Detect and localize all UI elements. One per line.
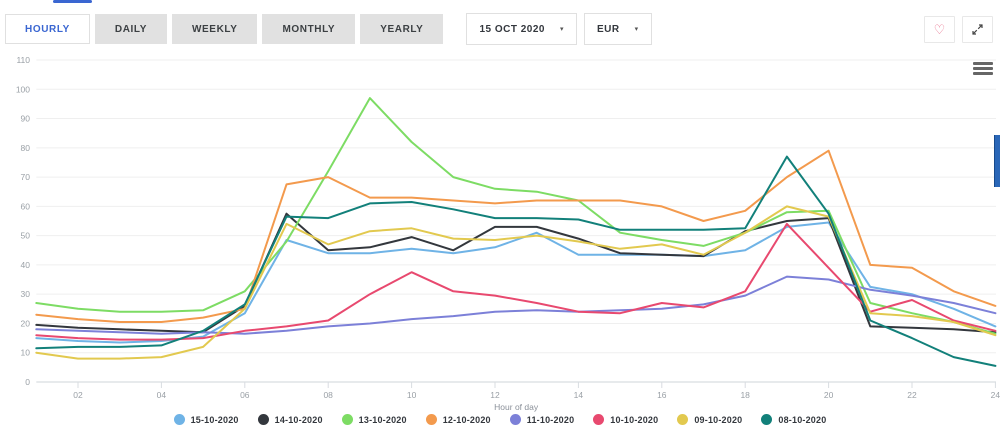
vertical-scrollbar-thumb[interactable]	[994, 135, 1000, 187]
chevron-down-icon: ▾	[634, 26, 639, 33]
x-axis-label-12: 12	[490, 390, 500, 400]
tab-yearly[interactable]: YEARLY	[360, 14, 444, 44]
chart-area: 0 10 20 30 40 50 60 70 80 90 100 110 02 04 06 08 10 12 14 1…	[0, 52, 1000, 412]
legend-item-11-10-2020[interactable]: 11-10-2020	[509, 414, 575, 425]
legend-dot-icon	[677, 414, 689, 425]
line-chart: 0 10 20 30 40 50 60 70 80 90 100 110 02 04 06 08 10 12 14 1…	[16, 55, 1000, 412]
active-tab-accent-bar	[53, 0, 92, 3]
expand-icon	[972, 23, 983, 35]
series-line-12-10-2020	[35, 149, 997, 323]
y-axis-label-80: 80	[21, 143, 31, 153]
y-axis-label-110: 110	[16, 55, 30, 65]
x-axis-label-14: 14	[574, 390, 584, 400]
series-line-13-10-2020	[35, 97, 997, 335]
tab-monthly[interactable]: MONTHLY	[262, 14, 356, 44]
y-axis-label-100: 100	[16, 84, 30, 94]
legend-dot-icon	[425, 414, 437, 425]
legend-dot-icon	[257, 414, 269, 425]
legend-label: 14-10-2020	[274, 414, 323, 425]
legend-label: 09-10-2020	[694, 414, 743, 425]
currency-select[interactable]: EUR ▾	[584, 13, 652, 45]
legend-item-14-10-2020[interactable]: 14-10-2020	[257, 414, 323, 425]
legend-label: 12-10-2020	[442, 414, 491, 425]
legend-label: 11-10-2020	[526, 414, 575, 425]
favorite-button[interactable]: ♡	[924, 15, 955, 43]
x-axis-label-10: 10	[407, 390, 417, 400]
legend-item-15-10-2020[interactable]: 15-10-2020	[173, 414, 239, 425]
series-line-09-10-2020	[35, 205, 997, 360]
currency-select-value: EUR	[597, 23, 620, 35]
y-axis-label-50: 50	[21, 231, 31, 241]
heart-icon: ♡	[933, 21, 946, 37]
series-line-10-10-2020	[35, 222, 997, 341]
hamburger-icon	[973, 61, 993, 65]
x-axis-label-04: 04	[157, 390, 167, 400]
y-axis-label-90: 90	[21, 114, 31, 124]
tab-daily[interactable]: DAILY	[94, 14, 167, 44]
legend-label: 15-10-2020	[190, 414, 239, 425]
legend-dot-icon	[509, 414, 521, 425]
x-axis-label-22: 22	[907, 390, 917, 400]
x-axis-label-20: 20	[824, 390, 834, 400]
chart-legend: 15-10-2020 14-10-2020 13-10-2020 12-10-2020…	[0, 414, 1000, 425]
legend-dot-icon	[593, 414, 605, 425]
legend-item-08-10-2020[interactable]: 08-10-2020	[761, 414, 826, 425]
series-line-08-10-2020	[35, 155, 997, 367]
legend-item-10-10-2020[interactable]: 10-10-2020	[593, 414, 658, 425]
x-axis-label-18: 18	[740, 390, 750, 400]
x-axis-label-06: 06	[240, 390, 250, 400]
y-axis-label-20: 20	[21, 318, 31, 328]
series-line-15-10-2020	[35, 221, 997, 344]
legend-item-12-10-2020[interactable]: 12-10-2020	[425, 414, 491, 425]
legend-item-13-10-2020[interactable]: 13-10-2020	[341, 414, 407, 425]
y-axis-label-40: 40	[21, 260, 31, 270]
legend-dot-icon	[341, 414, 353, 425]
series-line-11-10-2020	[35, 275, 997, 335]
tab-hourly[interactable]: HOURLY	[5, 14, 90, 44]
legend-label: 13-10-2020	[358, 414, 407, 425]
tab-weekly[interactable]: WEEKLY	[172, 14, 258, 44]
x-axis-title: Hour of day	[494, 402, 539, 412]
legend-label: 08-10-2020	[778, 414, 827, 425]
legend-dot-icon	[173, 414, 185, 425]
y-axis-label-60: 60	[21, 201, 31, 211]
legend-item-09-10-2020[interactable]: 09-10-2020	[677, 414, 742, 425]
chart-menu-button[interactable]	[973, 60, 993, 76]
fullscreen-button[interactable]	[962, 15, 993, 43]
hamburger-icon	[973, 66, 993, 70]
date-select-value: 15 OCT 2020	[479, 23, 545, 35]
y-axis-label-0: 0	[25, 377, 30, 387]
y-axis-label-30: 30	[21, 289, 31, 299]
x-axis-label-08: 08	[323, 390, 333, 400]
chevron-down-icon: ▾	[560, 26, 565, 33]
x-axis-label-16: 16	[657, 390, 667, 400]
date-select[interactable]: 15 OCT 2020 ▾	[466, 13, 578, 45]
period-tabs: HOURLY DAILY WEEKLY MONTHLY YEARLY	[5, 14, 444, 44]
x-axis-label-24: 24	[991, 390, 1000, 400]
x-axis-label-02: 02	[73, 390, 83, 400]
legend-label: 10-10-2020	[610, 414, 659, 425]
toolbar: HOURLY DAILY WEEKLY MONTHLY YEARLY 15 OCT 20…	[0, 13, 1000, 45]
hamburger-icon	[973, 71, 993, 75]
y-axis-label-10: 10	[21, 348, 31, 358]
legend-dot-icon	[761, 414, 773, 425]
y-axis-label-70: 70	[21, 172, 31, 182]
